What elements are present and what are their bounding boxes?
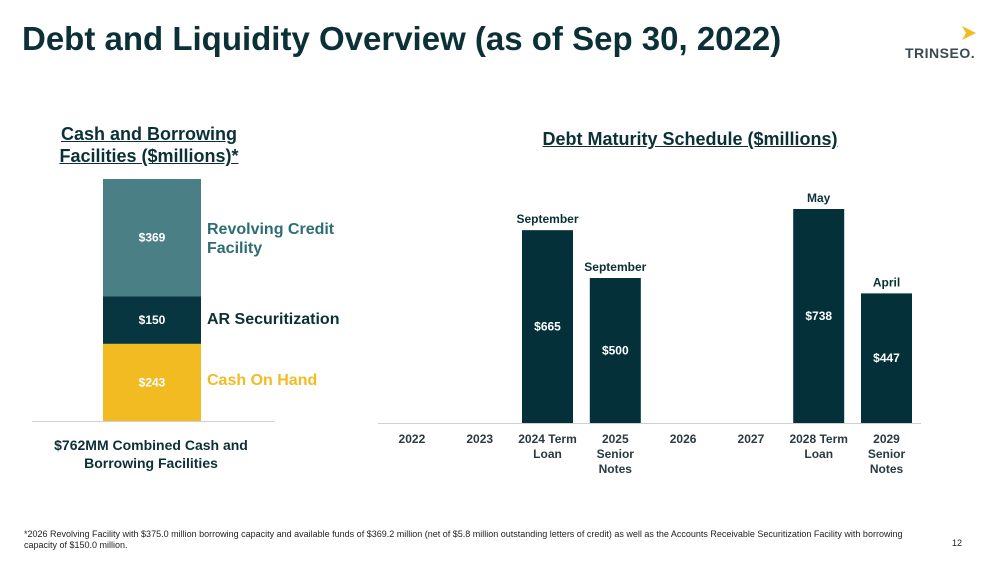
data-label-2029-senior-notes: $447 [873, 351, 900, 365]
legend-revolving-credit: Revolving Credit Facility [207, 221, 335, 257]
footnote: *2026 Revolving Facility with $375.0 mil… [24, 529, 903, 550]
bar-segment-revolving-credit-facility [103, 179, 201, 297]
tick-label-2027: 2027 [738, 432, 765, 446]
tick-label-2029-senior-notes-2: Senior [868, 447, 906, 461]
data-label-2028-term-loan: $738 [805, 309, 832, 323]
tick-label-2028-term-loan-2: Loan [804, 447, 833, 461]
tick-label-2029-senior-notes-1: 2029 [873, 432, 900, 446]
tick-label-2029-senior-notes-3: Notes [870, 462, 904, 476]
company-logo: TRINSEO. [905, 25, 980, 65]
maturity-month-2024-term-loan: September [516, 212, 578, 226]
tick-label-2026: 2026 [670, 432, 697, 446]
combined-total-label: $762MM Combined Cash and Borrowing Facil… [54, 437, 248, 471]
data-label-ar-securitization: $150 [139, 313, 166, 327]
bar-2028-term-loan [793, 209, 845, 423]
data-label-2025-senior-notes: $500 [602, 344, 629, 358]
bar-2029-senior-notes [861, 293, 912, 423]
tick-label-2025-senior-notes-2: Senior [597, 447, 635, 461]
tick-label-2025-senior-notes-1: 2025 [602, 432, 629, 446]
page-number: 12 [952, 538, 963, 548]
cash-facilities-title: Cash and Borrowing Facilities ($millions… [59, 124, 239, 166]
bar-2024-term-loan [522, 230, 573, 423]
tick-label-2024-term-loan-1: 2024 Term [518, 432, 576, 446]
maturity-month-2025-senior-notes: September [584, 260, 646, 274]
maturity-month-2028-term-loan: May [807, 191, 831, 205]
data-label-revolving-credit-facility: $369 [139, 231, 166, 245]
logo-text: TRINSEO. [905, 45, 976, 61]
legend-ar-securitization: AR Securitization [207, 311, 340, 328]
data-label-cash-on-hand: $243 [139, 375, 166, 389]
data-label-2024-term-loan: $665 [534, 320, 561, 334]
bar-2025-senior-notes [589, 278, 641, 423]
bar-segment-cash-on-hand [103, 343, 201, 421]
maturity-month-2029-senior-notes: April [873, 275, 900, 289]
tick-label-2028-term-loan-1: 2028 Term [789, 432, 847, 446]
tick-label-2023: 2023 [466, 432, 493, 446]
tick-label-2024-term-loan-2: Loan [533, 447, 562, 461]
legend-cash-on-hand: Cash On Hand [207, 372, 318, 389]
page-title: Debt and Liquidity Overview (as of Sep 3… [22, 20, 782, 57]
tick-label-2025-senior-notes-3: Notes [599, 462, 633, 476]
bar-segment-ar-securitization [103, 296, 201, 344]
debt-maturity-title: Debt Maturity Schedule ($millions) [542, 129, 838, 149]
tick-label-2022: 2022 [399, 432, 426, 446]
chevron-logo-icon [962, 26, 976, 40]
